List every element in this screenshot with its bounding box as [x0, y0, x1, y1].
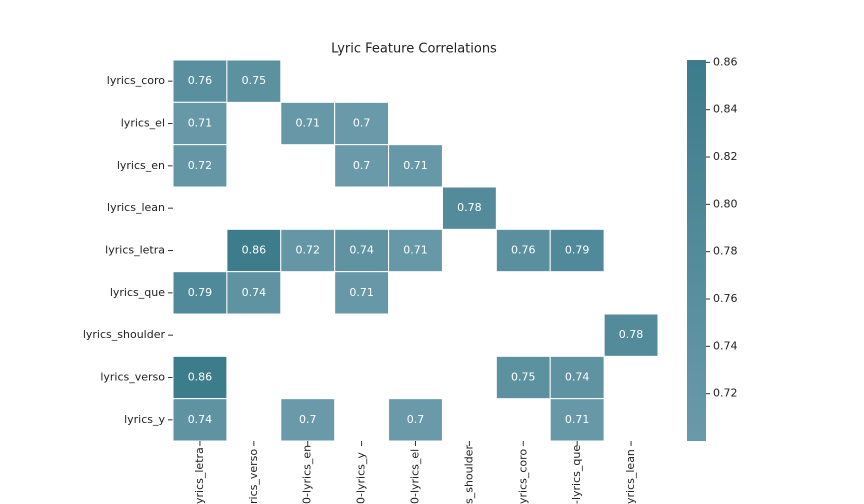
cell [334, 271, 390, 315]
cell-label: 0.71 [403, 159, 428, 172]
cell-label: 0.76 [511, 244, 536, 257]
cell-label: 0.72 [295, 244, 320, 257]
cell-label: 0.7 [353, 159, 371, 172]
cell [172, 355, 228, 400]
cell-label: 0.78 [619, 328, 644, 341]
cell [280, 398, 336, 442]
cell-label: 0.7 [407, 413, 425, 426]
cell [172, 101, 228, 146]
cell-label: 0.74 [242, 286, 267, 299]
cell-label: 0.71 [295, 117, 320, 130]
x-tick-label: yrics_letra [193, 447, 206, 504]
x-tick-label: -lyrics_que [570, 445, 583, 504]
y-tick-label: lyrics_en [117, 159, 165, 172]
y-tick-label: lyrics_coro [107, 74, 165, 87]
colorbar-tick-label: 0.76 [713, 292, 738, 305]
cell [388, 144, 443, 188]
y-tick-label: lyrics_y [124, 413, 165, 426]
cell-label: 0.79 [188, 286, 213, 299]
cell-label: 0.74 [565, 371, 590, 384]
x-tick-label: 0-lyrics_y [355, 452, 368, 504]
y-tick-label: lyrics_lean [107, 201, 165, 214]
cell-label: 0.71 [349, 286, 374, 299]
cell [388, 228, 443, 273]
cell-label: 0.71 [403, 244, 428, 257]
cell-label: 0.75 [242, 74, 267, 87]
colorbar [687, 60, 706, 441]
cell-label: 0.79 [565, 244, 590, 257]
colorbar-tick-label: 0.84 [713, 103, 738, 116]
colorbar-tick-label: 0.72 [713, 387, 738, 400]
y-tick-label: lyrics_que [110, 286, 165, 299]
colorbar-tick-label: 0.82 [713, 150, 738, 163]
cell-label: 0.7 [353, 117, 371, 130]
cell [280, 228, 336, 273]
x-tick-label: yrics_lean [624, 449, 637, 504]
colorbar-tick-label: 0.78 [713, 245, 738, 258]
cell-label: 0.7 [299, 413, 317, 426]
colorbar-tick-label: 0.86 [713, 55, 738, 68]
cell [226, 59, 282, 103]
x-tick-label: s_shoulder [462, 445, 475, 504]
cell-label: 0.74 [188, 413, 213, 426]
chart-title: Lyric Feature Correlations [331, 42, 497, 57]
cell [441, 186, 497, 230]
cell-label: 0.71 [565, 413, 590, 426]
cell [388, 398, 443, 442]
cell-label: 0.75 [511, 371, 536, 384]
colorbar-tick-label: 0.74 [713, 339, 738, 352]
cell-label: 0.74 [349, 244, 374, 257]
cell-label: 0.86 [188, 371, 213, 384]
cell [280, 101, 336, 146]
cell-label: 0.86 [242, 244, 267, 257]
y-tick-label: lyrics_shoulder [83, 328, 166, 341]
x-tick-label: 0-lyrics_el [409, 449, 422, 504]
x-tick-label: 0-lyrics_en [301, 445, 314, 504]
y-tick-label: lyrics_el [121, 117, 165, 130]
cell [549, 398, 605, 442]
y-tick-label: lyrics_verso [100, 371, 165, 384]
cell-label: 0.76 [188, 74, 213, 87]
cell [226, 271, 282, 315]
cell [603, 313, 659, 357]
x-tick-label: rics_verso [247, 449, 260, 504]
colorbar-tick-label: 0.80 [713, 197, 738, 210]
cell-label: 0.78 [457, 201, 482, 214]
cell-label: 0.71 [188, 117, 213, 130]
x-tick-label: yrics_coro [516, 449, 529, 504]
cell [172, 144, 228, 188]
cell [549, 228, 605, 273]
cell-label: 0.72 [188, 159, 213, 172]
y-tick-label: lyrics_letra [105, 244, 165, 257]
cell [334, 101, 390, 146]
